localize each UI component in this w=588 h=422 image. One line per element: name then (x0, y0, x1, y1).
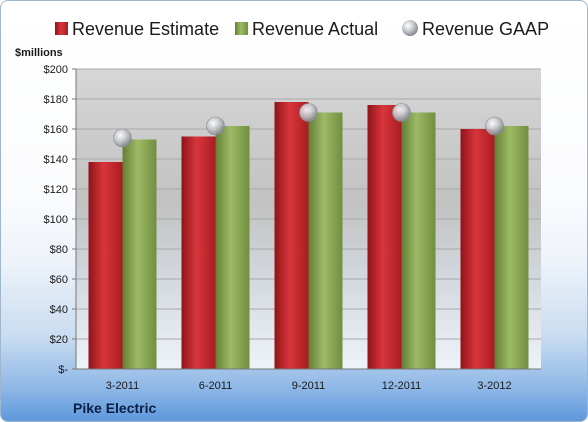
y-tick-label: $120 (44, 184, 68, 196)
legend: Revenue Estimate Revenue Actual Revenue … (55, 19, 549, 39)
actual-bar (215, 126, 250, 369)
estimate-bar (460, 129, 495, 369)
axes: $- $20 $40 $60 $80 $100 $120 $140 $160 $180 $200 3-… (44, 64, 541, 392)
legend-actual-label: Revenue Actual (252, 19, 378, 39)
x-tick-label: 6-2011 (199, 380, 232, 392)
estimate-bar (367, 105, 402, 369)
bars (88, 102, 529, 369)
legend-estimate-swatch (55, 22, 68, 35)
actual-bar (401, 112, 436, 369)
y-tick-label: $100 (44, 214, 68, 226)
y-tick-label: $60 (50, 274, 68, 286)
gaap-marker (392, 103, 411, 122)
legend-gaap-label: Revenue GAAP (422, 19, 549, 39)
estimate-bar (274, 102, 309, 369)
gaap-marker (299, 103, 318, 122)
x-tick-label: 3-2011 (106, 380, 139, 392)
gaap-marker (485, 116, 504, 136)
estimate-bar (88, 162, 123, 369)
legend-gaap-marker (402, 20, 418, 36)
x-tick-label: 12-2011 (382, 380, 422, 392)
y-tick-label: $80 (50, 244, 68, 256)
y-tick-label: $20 (50, 334, 68, 346)
y-axis-unit-label: $millions (15, 47, 63, 59)
actual-bar (494, 126, 529, 369)
gaap-marker (206, 116, 225, 136)
y-tick-label: $200 (44, 64, 68, 76)
y-tick-label: $- (58, 364, 68, 376)
company-name: Pike Electric (73, 400, 156, 416)
x-tick-label: 3-2012 (477, 380, 511, 392)
y-tick-label: $160 (44, 124, 68, 136)
estimate-bar (181, 136, 216, 369)
gaap-markers (113, 103, 504, 148)
y-tick-label: $180 (44, 94, 68, 106)
y-tick-label: $40 (50, 304, 68, 316)
legend-actual-swatch (235, 22, 248, 35)
gaap-marker (113, 128, 132, 148)
x-tick-label: 9-2011 (292, 380, 325, 392)
actual-bar (122, 139, 157, 369)
actual-bar (308, 112, 343, 369)
y-tick-label: $140 (44, 154, 68, 166)
legend-estimate-label: Revenue Estimate (72, 19, 219, 39)
